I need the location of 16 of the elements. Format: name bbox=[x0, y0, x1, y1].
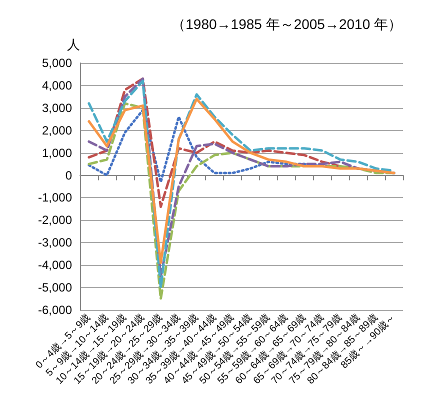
y-tick-label: -3,000 bbox=[38, 236, 72, 250]
line-series bbox=[88, 102, 396, 300]
y-tick-label: -2,000 bbox=[38, 213, 72, 228]
y-tick-label: 0 bbox=[65, 168, 72, 182]
y-tick-label: 4,000 bbox=[42, 78, 72, 92]
y-tick-label: 5,000 bbox=[42, 56, 72, 70]
y-tick-label: -5,000 bbox=[38, 280, 72, 295]
y-axis-title: 人 bbox=[67, 37, 80, 52]
y-tick-label: -4,000 bbox=[38, 258, 72, 272]
y-tick-label: 1,000 bbox=[42, 146, 72, 160]
chart-title: （1980→1985 年～2005→2010 年） bbox=[172, 16, 402, 32]
y-tick-label: -1,000 bbox=[38, 190, 72, 205]
y-tick-label: -6,000 bbox=[38, 303, 72, 317]
y-tick-label: 3,000 bbox=[42, 100, 72, 115]
y-tick-label: 2,000 bbox=[42, 123, 72, 138]
line-series bbox=[88, 98, 396, 264]
